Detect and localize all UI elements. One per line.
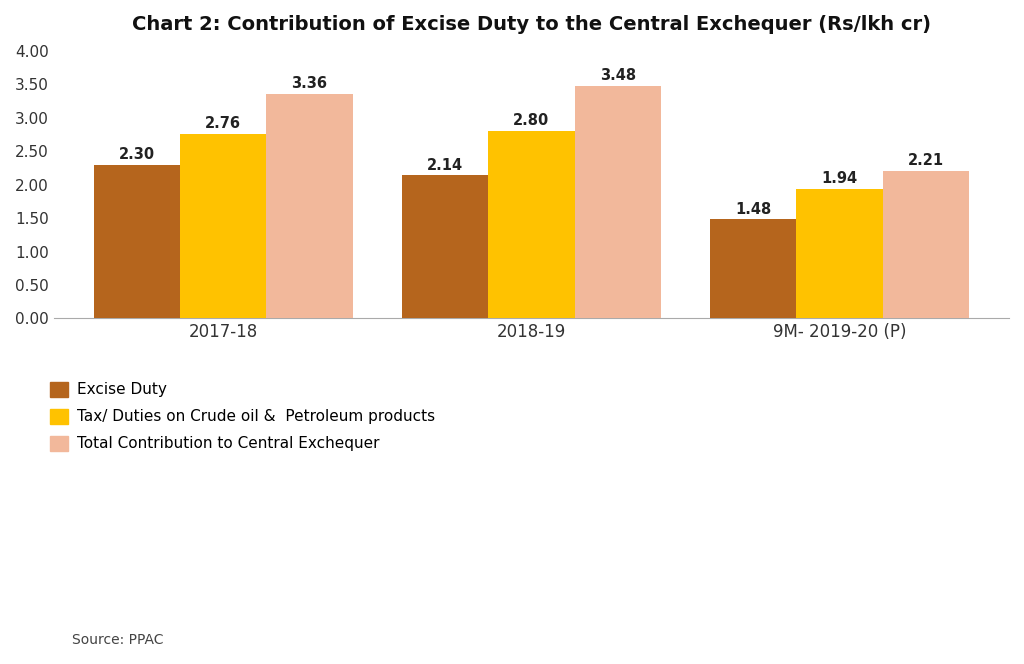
Bar (574, 86, 660, 319)
Text: 3.48: 3.48 (600, 68, 636, 83)
Bar (488, 131, 574, 319)
Text: 2.14: 2.14 (427, 157, 463, 173)
Text: 1.94: 1.94 (821, 171, 857, 186)
Text: 1.48: 1.48 (735, 202, 771, 216)
Bar (797, 189, 883, 319)
Bar (710, 219, 797, 319)
Bar (402, 175, 488, 319)
Text: 3.36: 3.36 (292, 76, 328, 91)
Text: 2.21: 2.21 (907, 153, 944, 168)
Title: Chart 2: Contribution of Excise Duty to the Central Exchequer (Rs/lkh cr): Chart 2: Contribution of Excise Duty to … (132, 15, 931, 34)
Text: 2.30: 2.30 (119, 147, 155, 162)
Text: 2.80: 2.80 (513, 114, 550, 128)
Legend: Excise Duty, Tax/ Duties on Crude oil &  Petroleum products, Total Contribution : Excise Duty, Tax/ Duties on Crude oil & … (42, 374, 443, 459)
Bar (180, 134, 266, 319)
Bar (266, 94, 352, 319)
Text: 2.76: 2.76 (205, 116, 242, 131)
Text: Source: PPAC: Source: PPAC (72, 633, 163, 647)
Bar (883, 171, 969, 319)
Bar (94, 165, 180, 319)
